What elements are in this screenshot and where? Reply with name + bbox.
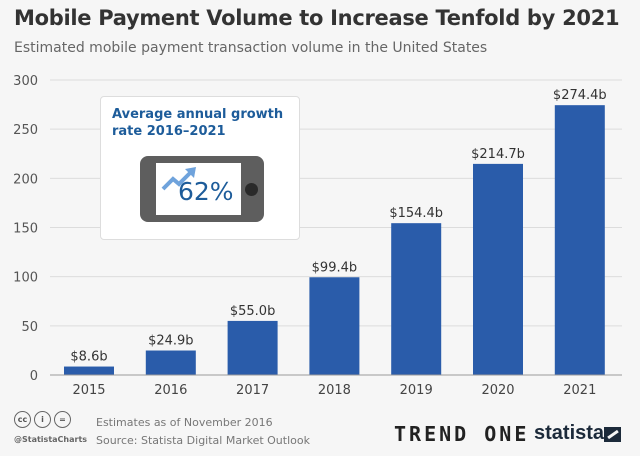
data-label: $8.6b (70, 350, 107, 365)
y-tick-label: 250 (13, 123, 38, 138)
y-tick-label: 100 (13, 271, 38, 286)
bar (473, 163, 523, 375)
chart-subtitle: Estimated mobile payment transaction vol… (14, 40, 488, 56)
y-tick-label: 300 (13, 74, 38, 89)
data-label: $24.9b (148, 334, 193, 349)
phone-icon: 62% (140, 156, 264, 222)
bar (227, 320, 278, 375)
x-tick-label: 2018 (318, 383, 351, 398)
footer-source: Source: Statista Digital Market Outlook (96, 434, 310, 447)
data-label: $274.4b (553, 88, 607, 103)
x-tick-label: 2020 (481, 383, 514, 398)
chart-title: Mobile Payment Volume to Increase Tenfol… (14, 6, 620, 30)
y-tick-label: 50 (21, 320, 38, 335)
x-tick-label: 2021 (563, 383, 596, 398)
bar (145, 350, 196, 375)
y-tick-label: 200 (13, 172, 38, 187)
creative-commons-icons: cc i = (14, 411, 71, 428)
data-label: $214.7b (471, 147, 525, 162)
bar (64, 366, 114, 375)
statista-logo: statista (534, 422, 605, 444)
bar (309, 277, 360, 375)
x-tick-label: 2016 (154, 383, 187, 398)
data-label: $99.4b (312, 260, 357, 275)
annotation-title: Average annual growth rate 2016–2021 (112, 107, 284, 139)
footer-note: Estimates as of November 2016 (96, 416, 273, 429)
data-label: $55.0b (230, 304, 275, 319)
trend-arrow-icon (161, 167, 196, 191)
x-tick-label: 2015 (72, 383, 105, 398)
twitter-handle: @StatistaCharts (14, 435, 88, 444)
data-label: $154.4b (389, 206, 443, 221)
bar (391, 223, 442, 375)
trendone-logo: TREND ONE (394, 422, 530, 446)
growth-rate-value: 62% (178, 177, 234, 206)
statista-logo-icon (604, 427, 621, 442)
x-tick-label: 2017 (236, 383, 269, 398)
bar (554, 105, 605, 375)
y-tick-label: 150 (13, 222, 38, 237)
growth-annotation-box: Average annual growth rate 2016–2021 62% (100, 96, 300, 240)
x-tick-label: 2019 (400, 383, 433, 398)
y-tick-label: 0 (30, 369, 38, 384)
